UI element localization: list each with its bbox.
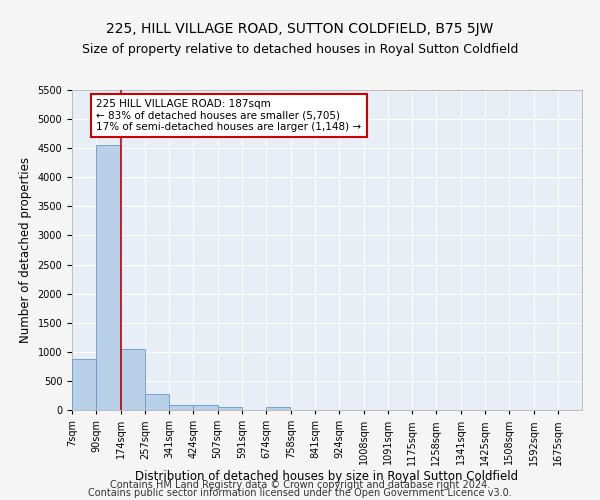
Bar: [121, 349, 145, 410]
Bar: [218, 406, 242, 410]
Bar: [72, 359, 96, 410]
Text: Size of property relative to detached houses in Royal Sutton Coldfield: Size of property relative to detached ho…: [82, 42, 518, 56]
X-axis label: Distribution of detached houses by size in Royal Sutton Coldfield: Distribution of detached houses by size …: [136, 470, 518, 483]
Bar: [266, 407, 290, 410]
Bar: [145, 394, 169, 410]
Bar: [193, 406, 218, 410]
Bar: [169, 405, 193, 410]
Text: Contains public sector information licensed under the Open Government Licence v3: Contains public sector information licen…: [88, 488, 512, 498]
Text: 225 HILL VILLAGE ROAD: 187sqm
← 83% of detached houses are smaller (5,705)
17% o: 225 HILL VILLAGE ROAD: 187sqm ← 83% of d…: [96, 98, 361, 132]
Text: Contains HM Land Registry data © Crown copyright and database right 2024.: Contains HM Land Registry data © Crown c…: [110, 480, 490, 490]
Y-axis label: Number of detached properties: Number of detached properties: [19, 157, 32, 343]
Text: 225, HILL VILLAGE ROAD, SUTTON COLDFIELD, B75 5JW: 225, HILL VILLAGE ROAD, SUTTON COLDFIELD…: [106, 22, 494, 36]
Bar: [96, 146, 121, 410]
